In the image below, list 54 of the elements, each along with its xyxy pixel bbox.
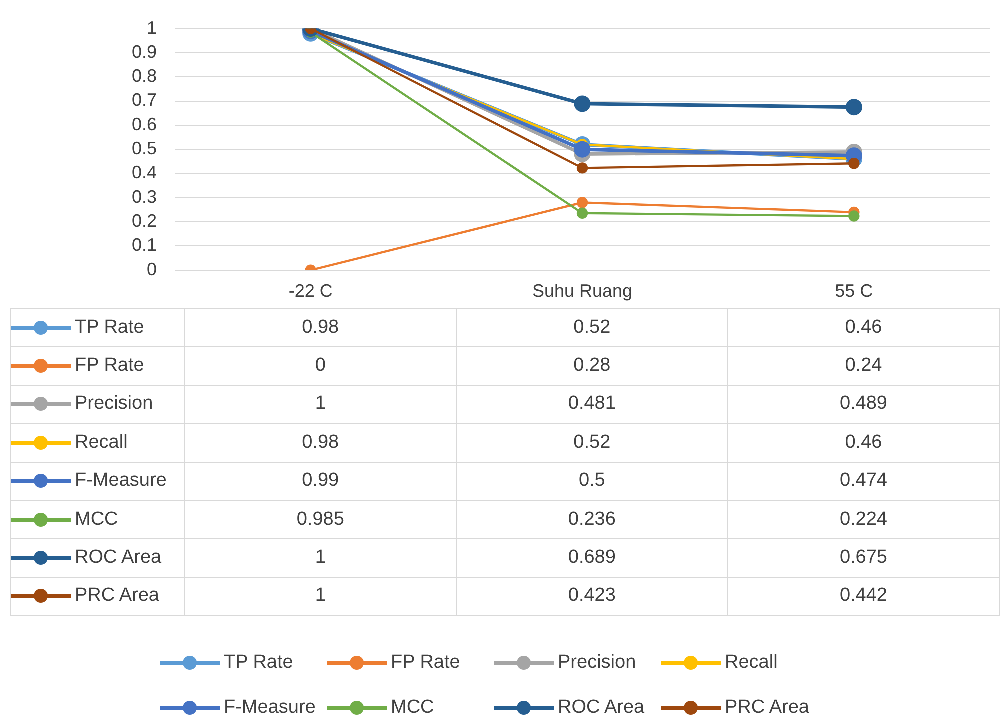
data-label: 0.28 bbox=[456, 346, 728, 386]
text: MCC bbox=[391, 696, 434, 717]
data-label: 0.675 bbox=[728, 538, 1000, 578]
data-label: 0.5 bbox=[456, 462, 728, 500]
text: Precision bbox=[558, 652, 636, 672]
legend-label: TP Rate bbox=[10, 308, 185, 347]
data-label: 0.689 bbox=[456, 538, 728, 578]
y-tick-label: 0.9 bbox=[132, 42, 157, 62]
data-label: 0 bbox=[184, 346, 456, 386]
legend-label: PRC Area bbox=[10, 577, 185, 616]
data-label: 0.489 bbox=[728, 385, 1000, 424]
legend-label: ROC Area bbox=[10, 538, 185, 578]
data-label: 0.46 bbox=[728, 424, 1000, 462]
data-label: 0.52 bbox=[456, 308, 728, 347]
y-tick-label: 0.7 bbox=[132, 90, 157, 110]
data-label: 0.98 bbox=[184, 424, 456, 462]
text: FP Rate bbox=[391, 652, 460, 672]
y-tick-label: 0.4 bbox=[132, 162, 157, 183]
data-label: 0.481 bbox=[456, 385, 728, 424]
text: TP Rate bbox=[224, 652, 294, 672]
data-label: 0.52 bbox=[456, 424, 728, 462]
data-label: 0.24 bbox=[728, 346, 1000, 386]
data-label: 0.98 bbox=[184, 308, 456, 347]
data-label: 0.224 bbox=[728, 500, 1000, 539]
y-tick-label: 1 bbox=[146, 18, 157, 38]
y-tick-label: 0.1 bbox=[132, 235, 157, 256]
data-label: 0.442 bbox=[728, 577, 1000, 616]
text: ROC Area bbox=[558, 696, 645, 717]
x-tick-label: -22 C bbox=[288, 281, 333, 302]
y-tick-label: 0.2 bbox=[132, 211, 157, 232]
y-tick-label: 0.8 bbox=[132, 66, 157, 86]
data-label: 0.985 bbox=[184, 500, 456, 539]
legend-label: Precision bbox=[10, 385, 185, 424]
text: PRC Area bbox=[725, 696, 810, 717]
y-tick-label: 0 bbox=[146, 259, 157, 280]
legend-label: FP Rate bbox=[10, 346, 185, 386]
data-label: 1 bbox=[184, 577, 456, 616]
y-tick-label: 0.6 bbox=[132, 114, 157, 134]
data-label: 0.474 bbox=[728, 462, 1000, 500]
y-tick-label: 0.3 bbox=[132, 186, 157, 207]
y-tick-label: 0.5 bbox=[132, 138, 157, 159]
text: F-Measure bbox=[224, 696, 316, 717]
data-label: 0.46 bbox=[728, 308, 1000, 347]
data-label: 1 bbox=[184, 385, 456, 424]
legend-label: F-Measure bbox=[10, 462, 185, 500]
data-label: 0.236 bbox=[456, 500, 728, 539]
data-label: 1 bbox=[184, 538, 456, 578]
x-tick-label: Suhu Ruang bbox=[532, 281, 633, 302]
legend-label: Recall bbox=[10, 424, 185, 462]
x-tick-label: 55 C bbox=[835, 281, 874, 302]
text: Recall bbox=[725, 652, 778, 672]
data-label: 0.99 bbox=[184, 462, 456, 500]
data-label: 0.423 bbox=[456, 577, 728, 616]
legend-label: MCC bbox=[10, 500, 185, 539]
